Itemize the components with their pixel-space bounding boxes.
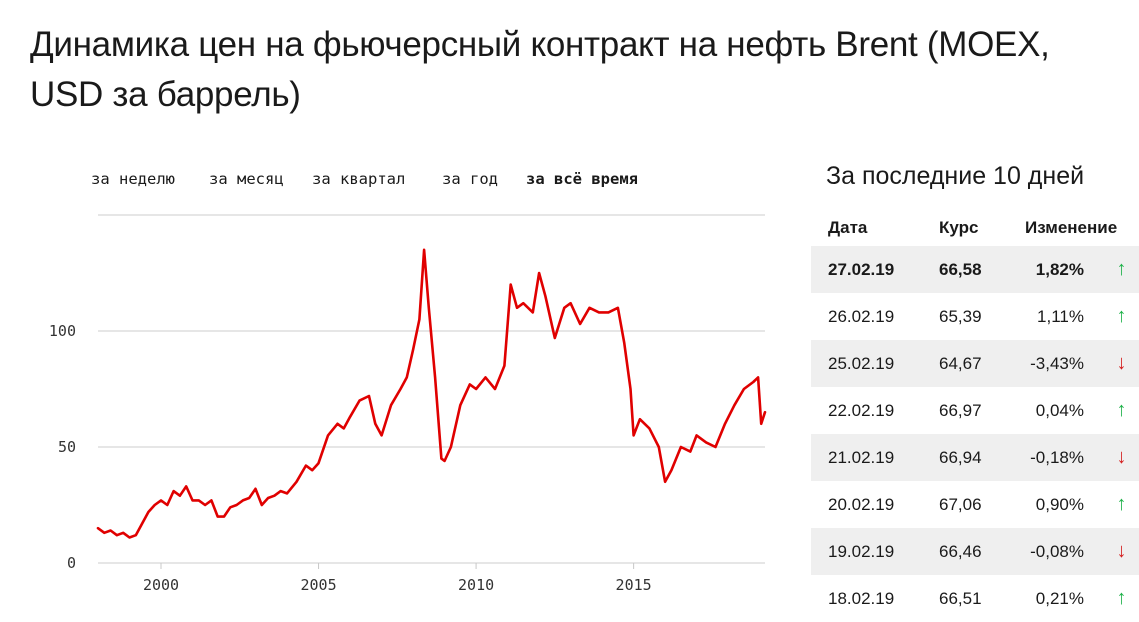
tab-month[interactable]: за месяц — [209, 170, 284, 188]
price-chart: 0 50 100 2000 2005 2010 2015 — [49, 214, 767, 594]
row-date: 18.02.19 — [828, 588, 895, 608]
table-row: 22.02.19 66,97 0,04% ↑ — [811, 387, 1139, 434]
row-rate: 66,46 — [939, 541, 982, 561]
y-tick-label: 50 — [58, 438, 76, 456]
arrow-down-icon: ↓ — [1116, 446, 1127, 468]
table-row: 26.02.19 65,39 1,11% ↑ — [811, 293, 1139, 340]
arrow-up-icon: ↑ — [1116, 305, 1127, 327]
x-tick-label: 2005 — [300, 576, 336, 594]
table-row: 19.02.19 66,46 -0,08% ↓ — [811, 528, 1139, 575]
row-change: 1,82% — [1035, 259, 1084, 279]
row-change: -0,08% — [1030, 541, 1084, 561]
arrow-down-icon: ↓ — [1116, 540, 1127, 562]
row-rate: 64,67 — [939, 353, 982, 373]
x-tick-label: 2000 — [143, 576, 179, 594]
arrow-up-icon: ↑ — [1116, 258, 1127, 280]
row-date: 19.02.19 — [828, 541, 895, 561]
row-rate: 66,51 — [939, 588, 982, 608]
row-rate: 66,94 — [939, 447, 982, 467]
table-header: Дата Курс Изменение — [811, 210, 1139, 246]
table-row: 18.02.19 66,51 0,21% ↑ — [811, 575, 1139, 622]
row-rate: 67,06 — [939, 494, 982, 514]
row-rate: 65,39 — [939, 306, 982, 326]
row-rate: 66,97 — [939, 400, 982, 420]
row-date: 21.02.19 — [828, 447, 895, 467]
header-rate: Курс — [939, 218, 979, 237]
x-tick-label: 2015 — [616, 576, 652, 594]
side-table-title: За последние 10 дней — [826, 162, 1085, 190]
table-row: 27.02.19 66,58 1,82% ↑ — [811, 246, 1139, 293]
y-tick-label: 100 — [49, 322, 76, 340]
row-change: -0,18% — [1030, 447, 1084, 467]
tab-all-time[interactable]: за всё время — [526, 170, 638, 188]
row-date: 27.02.19 — [828, 259, 895, 279]
table-row: 20.02.19 67,06 0,90% ↑ — [811, 481, 1139, 528]
row-rate: 66,58 — [939, 259, 982, 279]
arrow-up-icon: ↑ — [1116, 493, 1127, 515]
row-date: 20.02.19 — [828, 494, 895, 514]
header-date: Дата — [828, 218, 868, 237]
row-change: 0,90% — [1035, 494, 1084, 514]
row-date: 25.02.19 — [828, 353, 895, 373]
table-body: 27.02.19 66,58 1,82% ↑ 26.02.19 65,39 1,11% ↑ 25… — [811, 246, 1139, 622]
row-change: 0,04% — [1035, 400, 1084, 420]
recent-prices-table: Дата Курс Изменение 27.02.19 66,58 1,82% ↑ 2… — [811, 210, 1139, 622]
header-change: Изменение — [1025, 218, 1118, 237]
tab-quarter[interactable]: за квартал — [312, 170, 406, 188]
row-date: 22.02.19 — [828, 400, 895, 420]
arrow-down-icon: ↓ — [1116, 352, 1127, 374]
x-tick-label: 2010 — [458, 576, 494, 594]
y-tick-label: 0 — [67, 554, 76, 572]
arrow-up-icon: ↑ — [1116, 587, 1127, 609]
row-change: -3,43% — [1030, 353, 1084, 373]
row-date: 26.02.19 — [828, 306, 895, 326]
row-change: 1,11% — [1037, 306, 1084, 326]
page-title: Динамика цен на фьючерсный контракт на н… — [30, 25, 1050, 114]
tab-year[interactable]: за год — [442, 170, 498, 188]
tab-week[interactable]: за неделю — [91, 170, 175, 188]
arrow-up-icon: ↑ — [1116, 399, 1127, 421]
price-series-line — [96, 248, 767, 539]
row-change: 0,21% — [1035, 588, 1084, 608]
table-row: 21.02.19 66,94 -0,18% ↓ — [811, 434, 1139, 481]
table-row: 25.02.19 64,67 -3,43% ↓ — [811, 340, 1139, 387]
